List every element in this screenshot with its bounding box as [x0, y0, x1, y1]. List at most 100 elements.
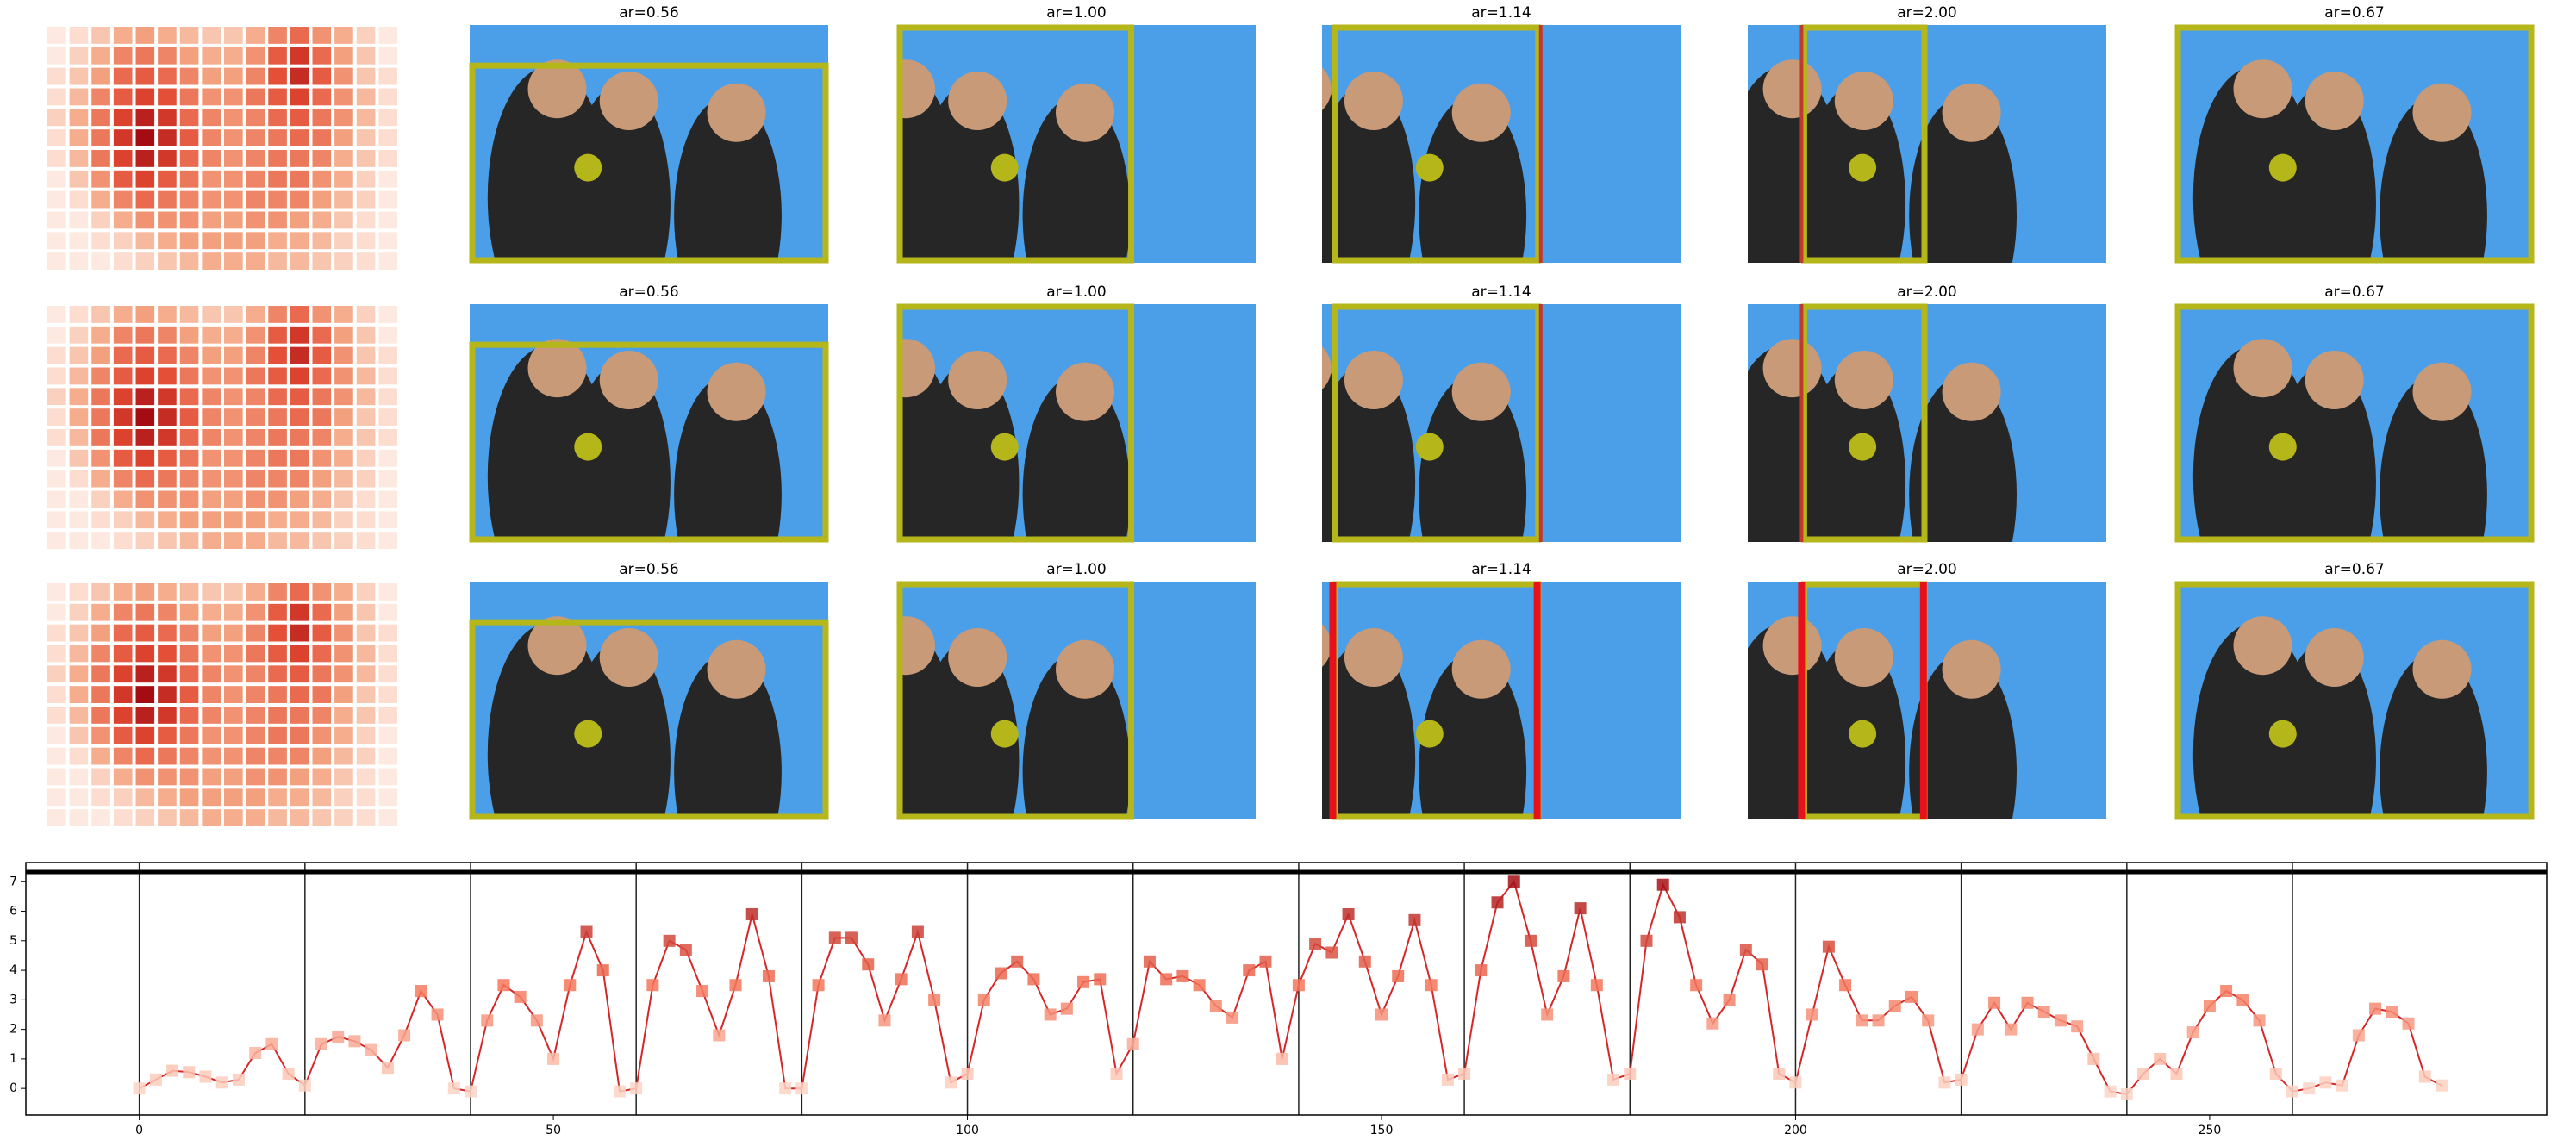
heatmap-cell [268, 809, 287, 826]
photo-content [2192, 59, 2487, 263]
heatmap-cell [268, 747, 287, 765]
heatmap-cell [356, 645, 376, 663]
player [1322, 641, 1416, 819]
heatmap-cell [113, 490, 133, 508]
heatmap-cell [268, 306, 287, 323]
heatmap-cell [158, 170, 177, 188]
player-head [897, 59, 935, 119]
data-marker [696, 985, 709, 998]
heatmap-cell [246, 109, 265, 127]
focus-point [990, 720, 1019, 748]
data-marker [1872, 1014, 1885, 1027]
heatmap-cell [91, 532, 110, 549]
data-marker [1044, 1008, 1057, 1021]
heatmap-cell [135, 47, 155, 65]
data-marker [1955, 1073, 1968, 1086]
heatmap-cell [113, 67, 133, 85]
heatmap-cell [334, 67, 353, 85]
player-head [1056, 362, 1114, 421]
heatmap-cell [246, 747, 265, 765]
heatmap-cell [69, 27, 89, 44]
heatmap-cell [179, 27, 199, 44]
data-marker [149, 1073, 162, 1086]
player [570, 641, 671, 819]
heatmap-cell [268, 408, 287, 426]
heatmap-cell [312, 624, 332, 642]
heatmap-cell [224, 665, 243, 683]
heatmap-cell [268, 768, 287, 786]
heatmap-cell [91, 490, 110, 508]
player-head [2412, 362, 2472, 421]
heatmap-cell [202, 747, 221, 765]
y-tick-label: 4 [9, 963, 17, 977]
heatmap-cell [69, 809, 89, 826]
player-head [1056, 639, 1114, 699]
heatmap-cell [113, 346, 133, 364]
heatmap-cell [47, 170, 66, 188]
heatmap-cell [113, 367, 133, 385]
player-head [599, 628, 658, 687]
panel-title: ar=1.00 [1046, 561, 1107, 578]
player-head [2412, 639, 2472, 699]
heatmap-cell [246, 346, 265, 364]
heatmap-cell [135, 726, 155, 744]
heatmap-cell [179, 645, 199, 663]
data-marker [497, 979, 510, 992]
player-head [897, 339, 935, 398]
violation-bar [1919, 582, 1927, 819]
heatmap-cell [246, 190, 265, 209]
player-head [707, 362, 766, 421]
heatmap-cell [47, 645, 66, 663]
photo-content [1748, 616, 2017, 819]
heatmap-cell [202, 511, 221, 529]
heatmap-cell [334, 532, 353, 549]
heatmap-cell [113, 388, 133, 406]
data-marker [1408, 913, 1421, 926]
heatmap-cell [47, 686, 66, 703]
heatmap-cell [113, 707, 133, 724]
heatmap-cell [356, 583, 376, 601]
data-marker [1590, 979, 1603, 992]
heatmap-cell [202, 129, 221, 146]
heatmap-cell [179, 603, 199, 621]
heatmap-cell [224, 747, 243, 765]
heatmap-cell [268, 109, 287, 127]
heatmap-cell [268, 429, 287, 446]
data-marker [1739, 944, 1752, 956]
data-marker [2186, 1026, 2199, 1039]
data-marker [1507, 875, 1520, 888]
heatmap-cell [47, 449, 66, 467]
photo-content [897, 339, 1131, 542]
player-head [897, 616, 935, 676]
heatmap-cell [69, 170, 89, 188]
heatmap-cell [356, 603, 376, 621]
heatmap-cell [179, 429, 199, 446]
heatmap-cell [312, 408, 332, 426]
player [918, 641, 1020, 819]
player-head [1344, 628, 1403, 687]
heatmap-cell [69, 449, 89, 467]
heatmap-cell [356, 449, 376, 467]
crop-box [469, 62, 829, 264]
heatmap-cell [356, 88, 376, 106]
player-head [2233, 59, 2292, 119]
focus-point [2268, 153, 2297, 182]
player [1909, 375, 2017, 542]
heatmap-cell [378, 190, 397, 209]
data-marker [729, 979, 742, 992]
heatmap-cell [378, 511, 397, 529]
heatmap-cell [268, 388, 287, 406]
heatmap-cell [246, 252, 265, 270]
heatmap-cell [113, 583, 133, 601]
focus-point [1415, 720, 1444, 748]
heatmap-cell [158, 88, 177, 106]
data-marker [1806, 1008, 1818, 1021]
heatmap-cell [224, 326, 243, 344]
heatmap-cell [334, 47, 353, 65]
heatmap-cell [312, 388, 332, 406]
data-marker [1342, 907, 1355, 920]
heatmap-cell [246, 532, 265, 549]
heatmap-cell [246, 429, 265, 446]
heatmap-cell [378, 645, 397, 663]
data-marker [911, 925, 924, 938]
